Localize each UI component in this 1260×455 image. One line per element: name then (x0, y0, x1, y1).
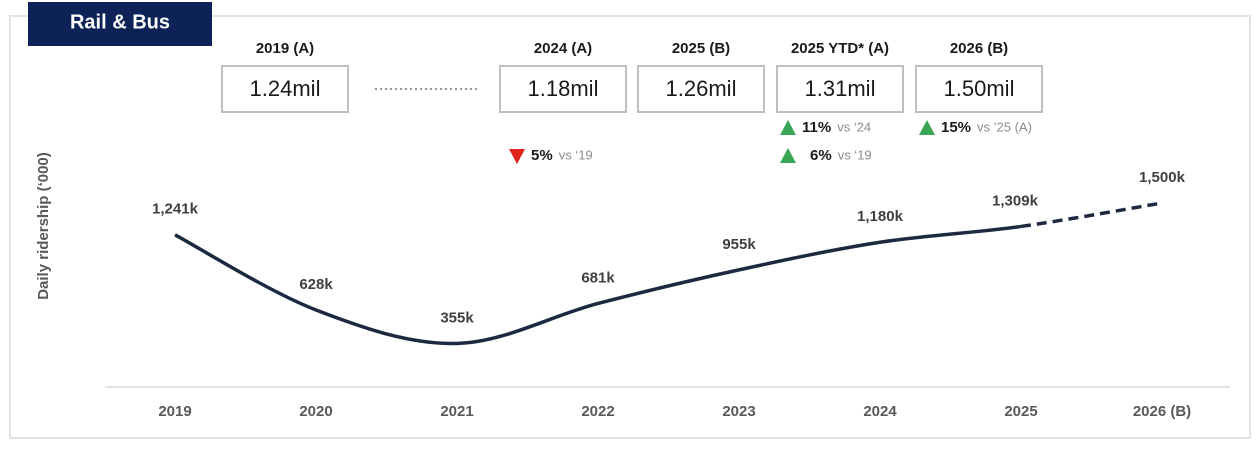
data-label: 1,500k (1139, 169, 1186, 186)
data-label: 681k (581, 269, 615, 286)
summary-box (499, 65, 627, 113)
x-tick-label: 2023 (722, 403, 755, 420)
chart-title: Rail & Bus (70, 11, 170, 33)
change-arrow (919, 120, 935, 135)
summary-value: 1.50mil (944, 76, 1015, 101)
change-arrow (780, 148, 796, 163)
data-label: 355k (440, 309, 474, 326)
summary-label: 2025 YTD* (A) (791, 40, 889, 57)
summary-box (221, 65, 349, 113)
budget-line (1020, 201, 1163, 229)
change-value: 15% (941, 119, 971, 136)
x-tick-label: 2021 (440, 403, 473, 420)
summary-box (776, 65, 904, 113)
summary-label: 2025 (B) (672, 40, 730, 57)
x-tick-label: 2019 (158, 403, 191, 420)
data-label: 955k (722, 236, 756, 253)
change-vs: vs ‘19 (838, 147, 872, 162)
change-vs: vs ‘19 (559, 147, 593, 162)
change-value: 6% (810, 147, 832, 164)
summary-value: 1.24mil (250, 76, 321, 101)
x-tick-label: 2022 (581, 403, 614, 420)
panel (9, 15, 1251, 439)
summary-box (637, 65, 765, 113)
change-vs: vs ’25 (A) (977, 119, 1032, 134)
change-value: 11% (802, 119, 831, 136)
x-tick-label: 2026 (B) (1133, 403, 1191, 420)
title-badge (28, 2, 212, 46)
data-label: 1,309k (992, 192, 1039, 209)
summary-label: 2026 (B) (950, 40, 1008, 57)
summary-value: 1.31mil (805, 76, 876, 101)
summary-label: 2024 (A) (534, 40, 592, 57)
change-arrow (780, 120, 796, 135)
x-tick-label: 2024 (863, 403, 897, 420)
change-value: 5% (531, 147, 553, 164)
data-label: 628k (299, 276, 333, 293)
summary-label: 2019 (A) (256, 40, 314, 57)
data-label: 1,241k (152, 201, 199, 218)
change-arrow (509, 149, 525, 164)
x-tick-label: 2020 (299, 403, 332, 420)
summary-value: 1.26mil (666, 76, 737, 101)
summary-box (915, 65, 1043, 113)
x-tick-label: 2025 (1004, 403, 1037, 420)
summary-value: 1.18mil (528, 76, 599, 101)
change-vs: vs ‘24 (837, 119, 871, 134)
data-label: 1,180k (857, 208, 904, 225)
series-line (174, 224, 1022, 346)
y-axis-label: Daily ridership (‘000) (35, 152, 52, 300)
